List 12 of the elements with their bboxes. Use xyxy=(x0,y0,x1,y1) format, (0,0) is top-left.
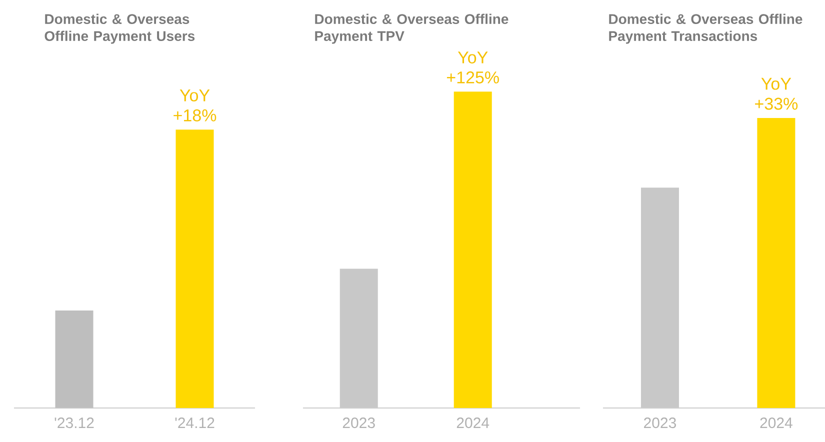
x-tick-label: 2024 xyxy=(760,418,792,428)
x-tick-label: '23.12 xyxy=(54,418,94,428)
annotation: YoY +33% xyxy=(755,78,798,110)
chart-title: Domestic & Overseas Offline Payment Transactions xyxy=(609,14,802,44)
x-tick-label: '24.12 xyxy=(175,418,214,428)
annotation: YoY +18% xyxy=(174,90,216,122)
x-tick-label: 2023 xyxy=(644,418,676,428)
chart-title: Domestic & Overseas Offline Payment TPV xyxy=(315,14,508,44)
chart-title: Domestic & Overseas Offline Payment Users xyxy=(44,14,195,44)
annotation: YoY +125% xyxy=(446,52,499,84)
x-tick-label: 2023 xyxy=(342,418,375,428)
x-tick-label: 2024 xyxy=(456,418,490,428)
